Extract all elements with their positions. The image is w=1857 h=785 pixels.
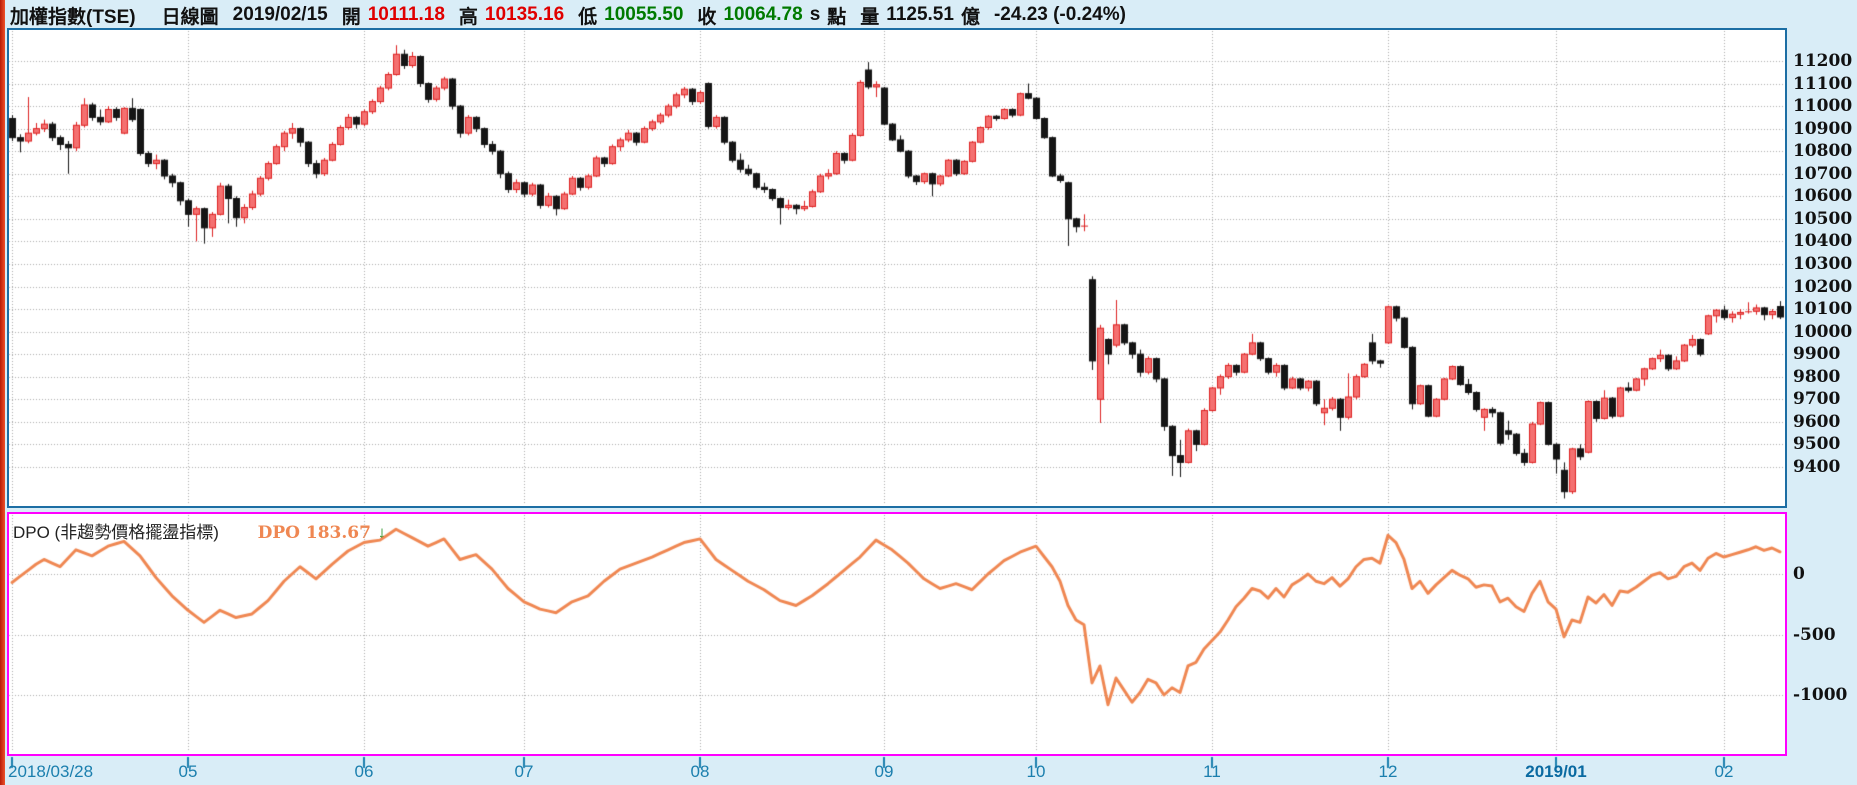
date-tick-label[interactable]: 08 [690, 762, 710, 781]
price-tick-label: 9400 [1793, 456, 1841, 477]
open-label: 開 [341, 6, 361, 28]
price-tick-label: 10400 [1793, 231, 1853, 252]
change-value: -24.23 (-0.24%) [993, 4, 1126, 25]
price-tick-label: 10700 [1793, 163, 1853, 184]
symbol-title: 加權指數(TSE) [10, 6, 136, 28]
price-tick-label: 10500 [1793, 208, 1853, 229]
date-tick-label[interactable]: 2018/03/28 [8, 762, 94, 781]
open-value: 10111.18 [367, 4, 445, 25]
price-tick-label: 11200 [1793, 51, 1853, 71]
dpo-tick-label: -1000 [1793, 685, 1848, 705]
date-tick-label[interactable]: 09 [874, 762, 894, 781]
price-tick-label: 10800 [1793, 141, 1853, 162]
price-tick-label: 9900 [1793, 344, 1841, 365]
volume-value: 1125.51 [886, 4, 954, 25]
date-tick-label[interactable]: 06 [354, 762, 374, 781]
price-tick-label: 10600 [1793, 186, 1853, 207]
dpo-down-arrow-icon: ↓ [377, 523, 387, 542]
date-tick-label[interactable]: 10 [1026, 762, 1046, 781]
price-tick-label: 10100 [1793, 299, 1853, 320]
close-suffix: s [809, 4, 821, 25]
dpo-indicator-name: DPO (非趨勢價格擺盪指標) [13, 523, 219, 542]
price-tick-label: 10200 [1793, 276, 1853, 297]
date-tick-label[interactable]: 12 [1378, 762, 1398, 781]
date-tick-label[interactable]: 02 [1714, 762, 1734, 781]
price-tick-label: 10300 [1793, 253, 1853, 274]
price-tick-label: 11000 [1793, 96, 1853, 117]
date-tick-label[interactable]: 05 [178, 762, 198, 781]
close-label: 收 [697, 6, 717, 28]
points-label: 點 [827, 6, 847, 28]
period-label[interactable]: 日線圖 [161, 6, 219, 28]
price-tick-label: 10000 [1793, 321, 1853, 342]
dpo-indicator-panel[interactable]: DPO (非趨勢價格擺盪指標) DPO 183.67 ↓ [7, 512, 1787, 756]
date-tick-label[interactable]: 11 [1203, 762, 1221, 781]
left-edge-stripe [0, 0, 5, 785]
price-tick-label: 9600 [1793, 411, 1841, 432]
quote-header: 加權指數(TSE) 日線圖 2019/02/15 開 10111.18 高 10… [10, 2, 1126, 28]
price-tick-label: 9500 [1793, 434, 1841, 455]
low-label: 低 [578, 6, 598, 28]
candlestick-panel[interactable] [7, 28, 1787, 508]
volume-unit: 億 [960, 6, 980, 28]
dpo-tick-label: -500 [1793, 624, 1836, 645]
date-tick-label[interactable]: 2019/01 [1525, 762, 1587, 781]
dpo-header: DPO (非趨勢價格擺盪指標) DPO 183.67 ↓ [13, 518, 386, 543]
price-tick-label: 9700 [1793, 389, 1841, 410]
low-value: 10055.50 [604, 4, 684, 25]
quote-date: 2019/02/15 [232, 4, 328, 25]
volume-label: 量 [860, 6, 880, 28]
date-tick-label[interactable]: 07 [514, 762, 534, 781]
high-label: 高 [458, 6, 478, 28]
price-tick-label: 9800 [1793, 366, 1841, 387]
dpo-tick-label: 0 [1793, 564, 1805, 584]
price-tick-label: 11100 [1793, 73, 1853, 94]
high-value: 10135.16 [484, 4, 565, 25]
dpo-current-value: DPO 183.67 [257, 523, 371, 543]
close-value: 10064.78 [723, 4, 803, 25]
price-tick-label: 10900 [1793, 118, 1853, 139]
